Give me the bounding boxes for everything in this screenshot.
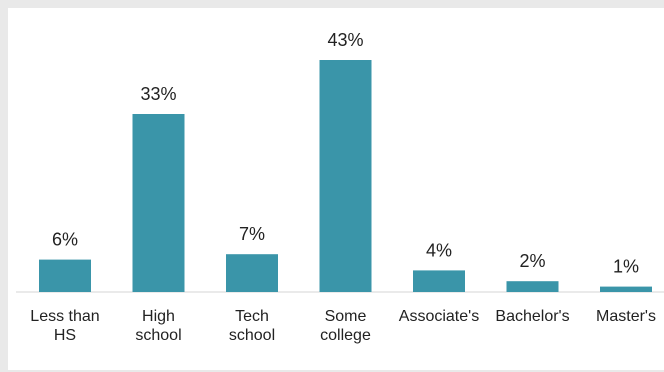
- bar-4: [413, 270, 465, 292]
- category-label-0: Less than HS: [30, 308, 99, 344]
- value-labels-group: 6% 33% 7% 43% 4% 2% 1%: [52, 30, 639, 277]
- category-label-line: Less than: [30, 308, 99, 325]
- bar-3: [319, 60, 372, 292]
- category-label-5: Bachelor's: [495, 308, 569, 325]
- category-label-line: HS: [54, 327, 76, 344]
- category-labels-group: Less than HS High school Tech school Some colle…: [30, 308, 656, 344]
- value-label-4: 4%: [426, 240, 452, 260]
- value-label-5: 2%: [519, 251, 545, 271]
- bar-1: [132, 114, 185, 292]
- category-label-4: Associate's: [399, 308, 479, 325]
- category-label-line: Associate's: [399, 308, 479, 325]
- category-label-line: college: [320, 327, 371, 344]
- value-label-0: 6%: [52, 230, 78, 250]
- category-label-line: school: [135, 327, 181, 344]
- category-label-line: Some: [325, 308, 367, 325]
- bars-group: [39, 60, 652, 292]
- category-label-line: High: [142, 308, 175, 325]
- category-label-6: Master's: [596, 308, 656, 325]
- category-label-line: school: [229, 327, 275, 344]
- value-label-1: 33%: [140, 84, 176, 104]
- value-label-6: 1%: [613, 257, 639, 277]
- category-label-2: Tech school: [229, 308, 275, 344]
- category-label-3: Some college: [320, 308, 371, 344]
- category-label-1: High school: [135, 308, 181, 344]
- category-label-line: Bachelor's: [495, 308, 569, 325]
- bar-6: [600, 286, 652, 292]
- value-label-2: 7%: [239, 224, 265, 244]
- category-label-line: Master's: [596, 308, 656, 325]
- value-label-3: 43%: [327, 30, 363, 50]
- bar-5: [506, 281, 559, 292]
- bar-0: [39, 259, 91, 292]
- bar-2: [226, 254, 278, 292]
- category-label-line: Tech: [235, 308, 269, 325]
